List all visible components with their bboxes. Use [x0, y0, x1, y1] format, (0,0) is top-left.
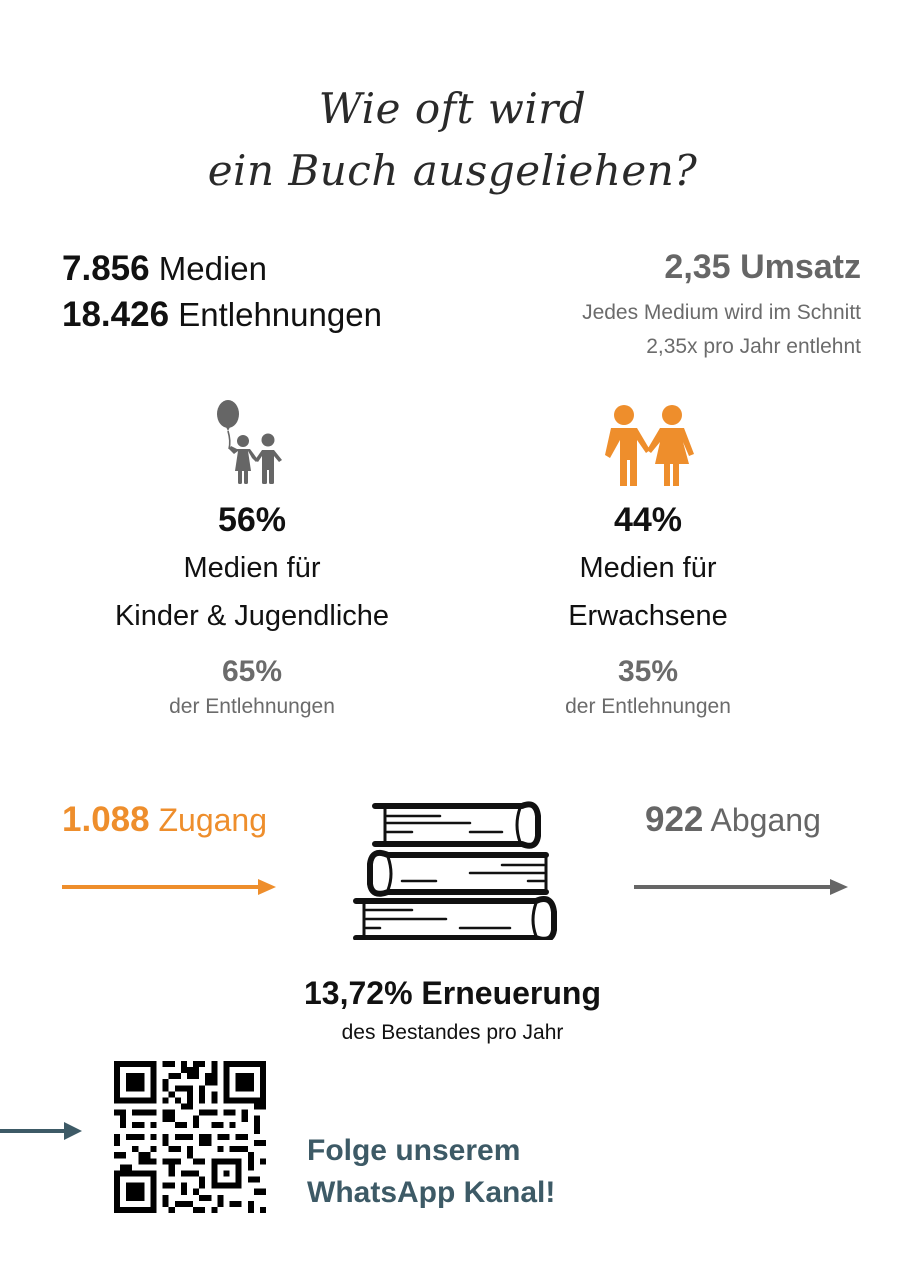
media-count-label: Medien [158, 250, 267, 287]
renewal-label: Erneuerung [421, 975, 601, 1011]
page-title: Wie oft wird ein Buch ausgeliehen? [0, 78, 905, 202]
adults-media-label: Medien für Erwachsene [468, 544, 828, 640]
loans-count-label: Entlehnungen [178, 296, 382, 333]
removals-label: Abgang [710, 802, 821, 838]
loans-count-value: 18.426 [62, 295, 170, 334]
cta-line-2: WhatsApp Kanal! [307, 1176, 556, 1209]
qr-code-icon[interactable] [114, 1061, 266, 1213]
kids-label-line-2: Kinder & Jugendliche [114, 600, 390, 632]
adults-label-line-2: Erwachsene [568, 600, 728, 632]
adults-holding-hands-icon [605, 405, 694, 486]
children-with-balloon-icon [217, 400, 282, 484]
adults-loans-label: der Entlehnungen [565, 695, 731, 718]
title-line-1: Wie oft wird [318, 84, 587, 133]
turnover-value: 2,35 [664, 248, 731, 286]
media-count-stat: 7.856 Medien [62, 246, 382, 292]
kids-loans-label: der Entlehnungen [169, 695, 335, 718]
additions-label: Zugang [158, 802, 268, 838]
arrow-right-icon [634, 879, 848, 895]
additions-stat: 1.088 Zugang [62, 800, 267, 840]
turnover-description-line-1: Jedes Medium wird im Schnitt [582, 301, 861, 324]
kids-media-percent: 56% [217, 501, 287, 539]
turnover-description-line-2: 2,35x pro Jahr entlehnt [646, 335, 861, 358]
adults-media-percent: 44% [613, 501, 683, 539]
cta-line-1: Folge unserem [307, 1134, 521, 1167]
renewal-stat: 13,72% Erneuerung des Bestandes pro Jahr [0, 972, 905, 1048]
audience-adults: 44% Medien für Erwachsene 35% der Entleh… [468, 396, 828, 722]
turnover-headline: 2,35 Umsatz [582, 244, 861, 290]
removals-stat: 922 Abgang [645, 800, 821, 840]
adults-loans-percent: 35% [617, 655, 679, 688]
collection-stats: 7.856 Medien 18.426 Entlehnungen [62, 246, 382, 338]
removals-value: 922 [645, 800, 704, 839]
turnover-label: Umsatz [740, 248, 861, 286]
kids-media-label: Medien für Kinder & Jugendliche [72, 544, 432, 640]
turnover-description: Jedes Medium wird im Schnitt 2,35x pro J… [582, 296, 861, 364]
kids-label-line-1: Medien für [183, 552, 321, 584]
renewal-value: 13,72% [304, 975, 413, 1011]
audience-kids: 56% Medien für Kinder & Jugendliche 65% … [72, 396, 432, 722]
arrow-right-icon [62, 879, 276, 895]
additions-value: 1.088 [62, 800, 150, 839]
loans-count-stat: 18.426 Entlehnungen [62, 292, 382, 338]
adults-label-line-1: Medien für [579, 552, 717, 584]
turnover-stats: 2,35 Umsatz Jedes Medium wird im Schnitt… [582, 244, 861, 364]
whatsapp-cta[interactable]: Folge unserem WhatsApp Kanal! [307, 1130, 555, 1214]
renewal-headline: 13,72% Erneuerung [0, 972, 905, 1014]
title-line-2: ein Buch ausgeliehen? [207, 146, 698, 195]
renewal-subtitle: des Bestandes pro Jahr [341, 1021, 564, 1044]
book-stack-icon [353, 801, 557, 940]
arrow-right-icon [0, 1122, 82, 1140]
media-count-value: 7.856 [62, 249, 150, 288]
kids-loans-percent: 65% [221, 655, 283, 688]
